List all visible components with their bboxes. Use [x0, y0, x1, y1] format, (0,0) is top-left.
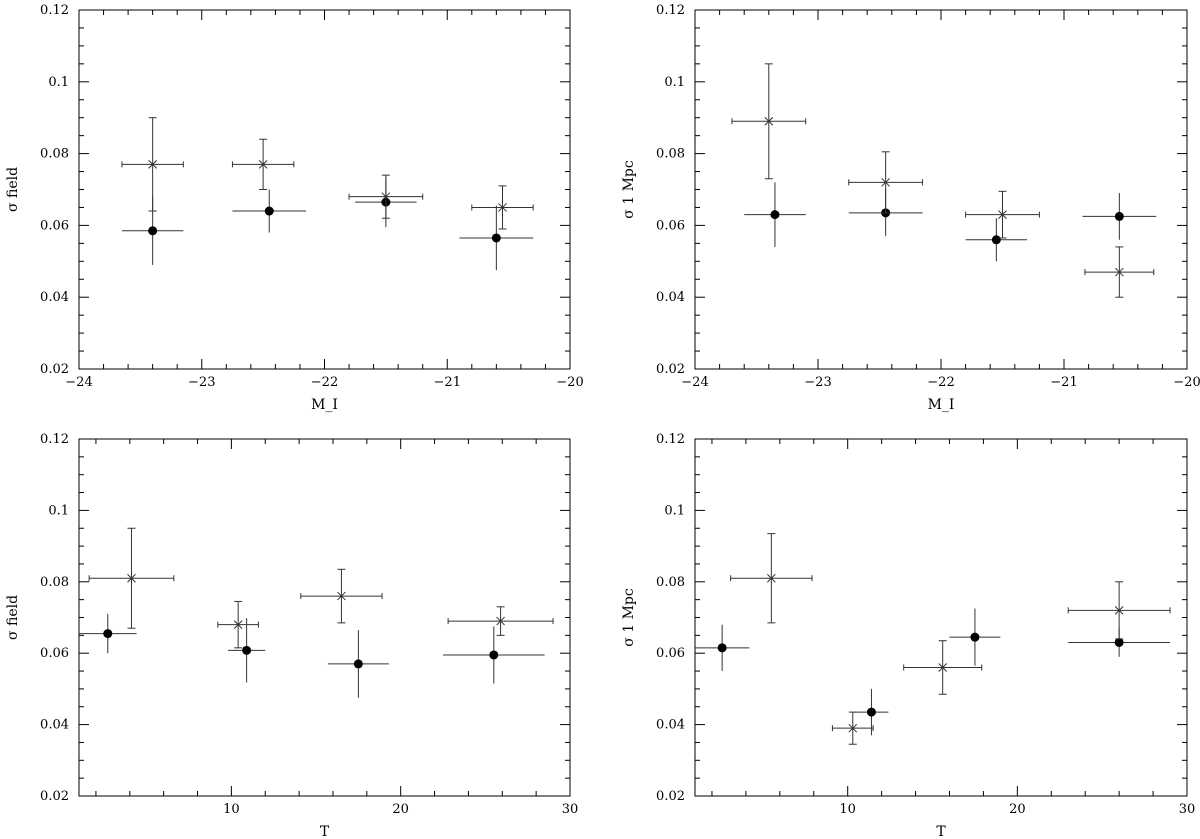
x-tick-label: −20: [556, 375, 583, 390]
chart-panel-3: 0.02 0.04 0.06 0.08 0.1 0.12 10 20 30 Tσ field: [5, 432, 578, 839]
cross-marker: [1114, 606, 1124, 615]
y-tick-label: 0.08: [40, 147, 69, 162]
x-tick-label: −22: [927, 375, 954, 390]
cross-marker: [998, 210, 1007, 219]
x-tick-label: 20: [392, 802, 409, 817]
y-tick-label: 0.1: [48, 503, 69, 518]
plot-frame: [694, 438, 1188, 797]
x-tick-label: 10: [839, 802, 856, 817]
cross-marker: [764, 116, 774, 126]
x-tick-label: −21: [434, 375, 461, 390]
dot-marker: [1114, 637, 1124, 647]
y-tick-label: 0.06: [40, 218, 69, 233]
y-tick-label: 0.12: [656, 432, 685, 447]
x-tick-label: −22: [311, 375, 338, 390]
cross-marker: [233, 620, 243, 629]
y-tick-label: 0.06: [656, 646, 685, 661]
y-tick-label: 0.04: [656, 290, 685, 305]
dot-marker: [717, 643, 727, 653]
cross-marker: [258, 160, 268, 169]
x-tick-label: −20: [1173, 375, 1200, 390]
y-tick-label: 0.02: [40, 789, 69, 804]
dot-marker: [242, 645, 252, 655]
x-tick-label: 30: [562, 802, 579, 817]
cross-marker: [496, 616, 505, 626]
cross-marker: [498, 203, 507, 212]
x-axis-label: M_I: [928, 397, 955, 413]
dot-marker: [866, 707, 876, 717]
y-tick-label: 0.08: [656, 147, 685, 162]
cross-marker: [337, 591, 346, 601]
x-axis-label: T: [320, 824, 330, 839]
chart-panel-1: 0.02 0.04 0.06 0.08 0.1 0.12 −24 −23 −22 −21 −20 M_…: [5, 3, 584, 413]
dot-marker: [491, 233, 501, 243]
y-tick-label: 0.04: [40, 718, 69, 733]
x-tick-label: −23: [804, 375, 831, 390]
y-tick-label: 0.08: [656, 575, 685, 590]
dot-marker: [991, 235, 1001, 245]
x-tick-label: 10: [223, 802, 240, 817]
cross-marker: [848, 723, 858, 733]
dot-marker: [103, 629, 113, 639]
y-tick-label: 0.1: [664, 503, 685, 518]
dot-marker: [970, 632, 980, 642]
x-tick-label: −24: [681, 375, 708, 390]
y-tick-label: 0.02: [40, 362, 69, 377]
y-tick-label: 0.02: [656, 362, 685, 377]
cross-marker: [881, 177, 891, 187]
y-tick-label: 0.06: [40, 646, 69, 661]
y-tick-label: 0.04: [656, 718, 685, 733]
y-tick-label: 0.12: [656, 3, 685, 18]
y-tick-label: 0.12: [40, 432, 69, 447]
cross-marker: [1114, 267, 1124, 277]
y-tick-label: 0.12: [40, 3, 69, 18]
dot-marker: [148, 226, 158, 236]
chart-panel-4: 0.02 0.04 0.06 0.08 0.1 0.12 10 20 30 Tσ 1 Mpc: [621, 432, 1195, 839]
y-tick-label: 0.06: [656, 218, 685, 233]
x-tick-label: 20: [1009, 802, 1026, 817]
y-tick-label: 0.1: [48, 75, 69, 90]
y-axis-label: σ 1 Mpc: [621, 160, 637, 219]
y-tick-label: 0.04: [40, 290, 69, 305]
dot-marker: [353, 659, 363, 669]
y-axis-label: σ field: [5, 167, 21, 212]
cross-marker: [381, 192, 391, 202]
cross-marker: [938, 663, 948, 672]
cross-marker: [766, 573, 776, 583]
dot-marker: [489, 650, 499, 660]
x-axis-label: M_I: [311, 397, 338, 413]
cross-marker: [148, 160, 158, 169]
y-tick-label: 0.08: [40, 575, 69, 590]
dot-marker: [770, 210, 780, 220]
y-axis-label: σ field: [5, 595, 21, 640]
x-tick-label: −24: [65, 375, 92, 390]
cross-marker: [127, 573, 136, 583]
y-axis-label: σ 1 Mpc: [621, 588, 637, 647]
dot-marker: [264, 206, 274, 216]
x-axis-label: T: [936, 824, 946, 839]
x-tick-label: −23: [188, 375, 215, 390]
chart-panel-2: 0.02 0.04 0.06 0.08 0.1 0.12 −24 −23 −22 −21 −20 M_…: [621, 3, 1200, 413]
x-tick-label: 30: [1179, 802, 1196, 817]
dot-marker: [1114, 211, 1124, 221]
y-tick-label: 0.1: [664, 75, 685, 90]
x-tick-label: −21: [1050, 375, 1077, 390]
y-tick-label: 0.02: [656, 789, 685, 804]
